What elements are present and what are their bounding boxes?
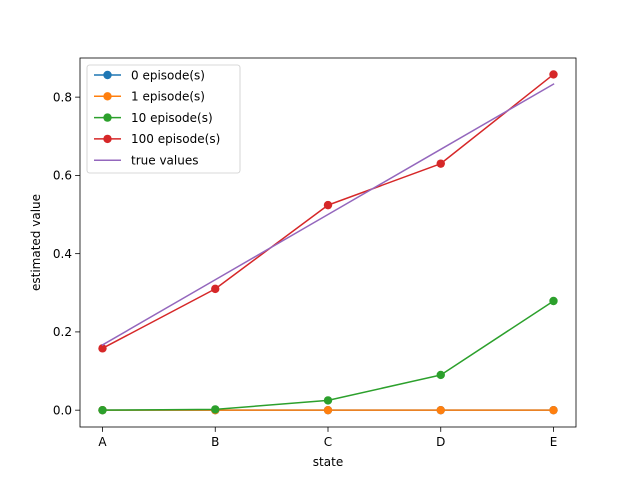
x-tick-label-B: B xyxy=(211,435,219,449)
series-2-point-D xyxy=(436,370,445,380)
axes: A B C D E 0.0 0.2 0.4 0.6 0.8 xyxy=(53,57,577,449)
series-1-point-D xyxy=(436,405,445,415)
y-tick-label-0: 0.0 xyxy=(53,403,72,417)
x-axis-label: state xyxy=(313,455,343,469)
legend-label-3: 100 episode(s) xyxy=(131,132,220,146)
series-3-point-A xyxy=(98,344,107,353)
x-tick-label-E: E xyxy=(550,435,558,449)
series-3-point-C xyxy=(323,200,333,210)
legend-label-0: 0 episode(s) xyxy=(131,68,205,82)
series-2-point-E xyxy=(549,296,558,306)
series-2-point-C xyxy=(323,396,333,405)
y-tick-label-2: 0.4 xyxy=(53,247,72,261)
series-2-point-A xyxy=(98,405,107,415)
legend: 0 episode(s) 1 episode(s) 10 episode(s) 100… xyxy=(86,64,241,174)
legend-label-2: 10 episode(s) xyxy=(131,111,213,125)
legend-label-4: true values xyxy=(131,154,198,168)
series-line-4 xyxy=(101,83,555,346)
legend-marker-2 xyxy=(103,113,112,122)
x-tick-label-C: C xyxy=(324,435,332,449)
series-3-point-B xyxy=(211,284,220,294)
series-1-point-C xyxy=(323,405,333,415)
legend-label-1: 1 episode(s) xyxy=(131,90,205,104)
legend-marker-0 xyxy=(103,70,112,80)
plot-area xyxy=(98,70,558,415)
series-1-point-E xyxy=(549,405,558,415)
x-tick-label-D: D xyxy=(436,435,445,449)
series-2-point-B xyxy=(211,405,220,414)
legend-marker-1 xyxy=(103,92,112,101)
series-3-point-E xyxy=(549,70,558,79)
x-tick-label-A: A xyxy=(98,435,107,449)
series-3-point-D xyxy=(436,159,445,168)
legend-marker-3 xyxy=(103,134,112,144)
y-axis-label: estimated value xyxy=(29,194,43,291)
y-tick-label-4: 0.8 xyxy=(53,90,72,104)
y-tick-label-1: 0.2 xyxy=(53,325,72,339)
legend-box xyxy=(86,64,241,174)
y-tick-label-3: 0.6 xyxy=(53,169,72,183)
